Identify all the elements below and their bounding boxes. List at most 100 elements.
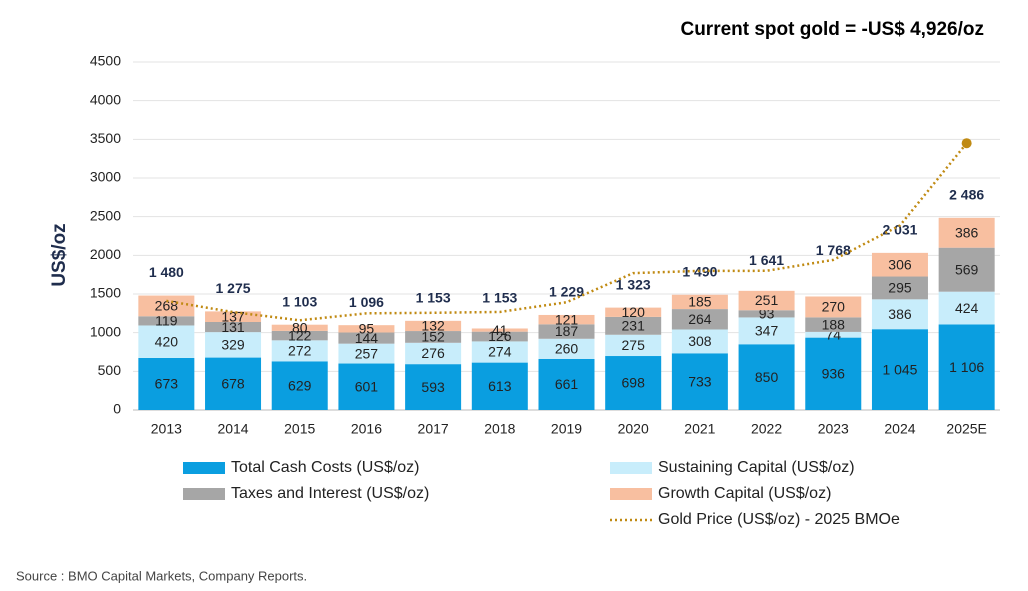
bar-segment	[805, 296, 862, 318]
bar-segment	[805, 317, 862, 332]
bar-segment	[805, 331, 862, 338]
segment-label: 424	[955, 300, 979, 316]
segment-label: 329	[221, 337, 245, 353]
total-label: 1 275	[216, 280, 251, 296]
legend-label: Total Cash Costs (US$/oz)	[231, 459, 420, 476]
segment-label: 268	[155, 298, 179, 314]
segment-label: 593	[421, 379, 445, 395]
bar-segment	[138, 357, 195, 410]
gold-point	[961, 138, 972, 149]
bar-segment	[738, 317, 795, 345]
bar-segment	[271, 340, 328, 362]
legend-swatch	[183, 462, 225, 474]
total-label: 1 153	[482, 290, 517, 306]
bar-segment	[605, 316, 662, 335]
segment-label: 257	[355, 345, 379, 361]
segment-label: 270	[822, 299, 846, 315]
segment-label: 231	[622, 318, 646, 334]
bar-segment	[471, 331, 528, 342]
x-tick-label: 2020	[618, 421, 649, 437]
bar-segment	[538, 358, 595, 410]
segment-label: 152	[421, 329, 445, 345]
segment-label: 613	[488, 378, 512, 394]
segment-label: 275	[622, 337, 646, 353]
legend-label: Growth Capital (US$/oz)	[658, 485, 831, 502]
segment-label: 188	[822, 316, 846, 332]
segment-label: 295	[888, 280, 912, 296]
bar-segment	[471, 362, 528, 410]
y-tick-label: 3500	[90, 130, 121, 146]
legend-label: Sustaining Capital (US$/oz)	[658, 459, 855, 476]
segment-label: 661	[555, 376, 579, 392]
segment-label: 144	[355, 330, 379, 346]
segment-label: 251	[755, 292, 779, 308]
bar-segment	[405, 364, 462, 410]
legend-label: Taxes and Interest (US$/oz)	[231, 485, 429, 502]
bar-segment	[538, 338, 595, 359]
x-tick-label: 2017	[418, 421, 449, 437]
bar-segment	[738, 310, 795, 318]
segment-label: 306	[888, 256, 912, 272]
x-tick-label: 2021	[684, 421, 715, 437]
bar-segment	[205, 357, 262, 410]
segment-label: 678	[221, 375, 245, 391]
bar-segment	[805, 337, 862, 410]
y-tick-label: 1000	[90, 323, 121, 339]
bar-segment	[471, 328, 528, 332]
total-label: 1 768	[816, 242, 851, 258]
bar-segment	[271, 324, 328, 331]
segment-label: 272	[288, 343, 312, 359]
bar-segment	[938, 217, 995, 248]
segment-label: 733	[688, 373, 712, 389]
bar-segment	[738, 290, 795, 311]
bar-segment	[605, 334, 662, 357]
bar-segment	[671, 309, 728, 330]
total-label: 1 480	[149, 264, 184, 280]
x-tick-label: 2016	[351, 421, 382, 437]
x-tick-label: 2024	[884, 421, 915, 437]
bar-segment	[138, 295, 195, 317]
y-tick-label: 3000	[90, 169, 121, 185]
bar-segment	[271, 330, 328, 341]
segment-label: 420	[155, 333, 179, 349]
segment-label: 119	[155, 313, 178, 329]
total-label: 1 641	[749, 252, 784, 268]
segment-label: 308	[688, 333, 712, 349]
segment-label: 698	[622, 375, 646, 391]
bar-segment	[538, 314, 595, 325]
total-label: 1 153	[416, 290, 451, 306]
legend-label: Gold Price (US$/oz) - 2025 BMOe	[658, 511, 900, 528]
segment-label: 137	[221, 308, 245, 324]
legend-swatch	[610, 488, 652, 500]
segment-label: 274	[488, 344, 512, 360]
bar-segment	[938, 291, 995, 325]
bar-segment	[871, 276, 928, 300]
y-tick-label: 0	[113, 401, 121, 417]
bar-segment	[938, 247, 995, 292]
bar-segment	[338, 343, 395, 364]
segment-label: 41	[492, 322, 508, 338]
bar-segment	[271, 361, 328, 410]
segment-label: 131	[221, 319, 245, 335]
segment-label: 121	[555, 311, 579, 327]
total-label: 2 486	[949, 186, 984, 202]
segment-label: 122	[288, 327, 312, 343]
x-tick-label: 2022	[751, 421, 782, 437]
segment-label: 347	[755, 323, 779, 339]
bar-segment	[205, 321, 262, 333]
bar-segment	[871, 252, 928, 277]
y-axis-label: US$/oz	[49, 223, 70, 286]
total-label: 1 229	[549, 284, 584, 300]
bar-segment	[605, 356, 662, 410]
total-label: 1 490	[682, 263, 717, 279]
bar-segment	[605, 307, 662, 317]
segment-label: 126	[488, 328, 512, 344]
chart-title: Current spot gold = -US$ 4,926/oz	[680, 19, 984, 40]
y-tick-label: 500	[98, 362, 122, 378]
segment-label: 629	[288, 377, 312, 393]
bar-segment	[871, 329, 928, 410]
x-tick-label: 2015	[284, 421, 315, 437]
bar-segment	[471, 341, 528, 363]
gold-line	[166, 142, 968, 322]
